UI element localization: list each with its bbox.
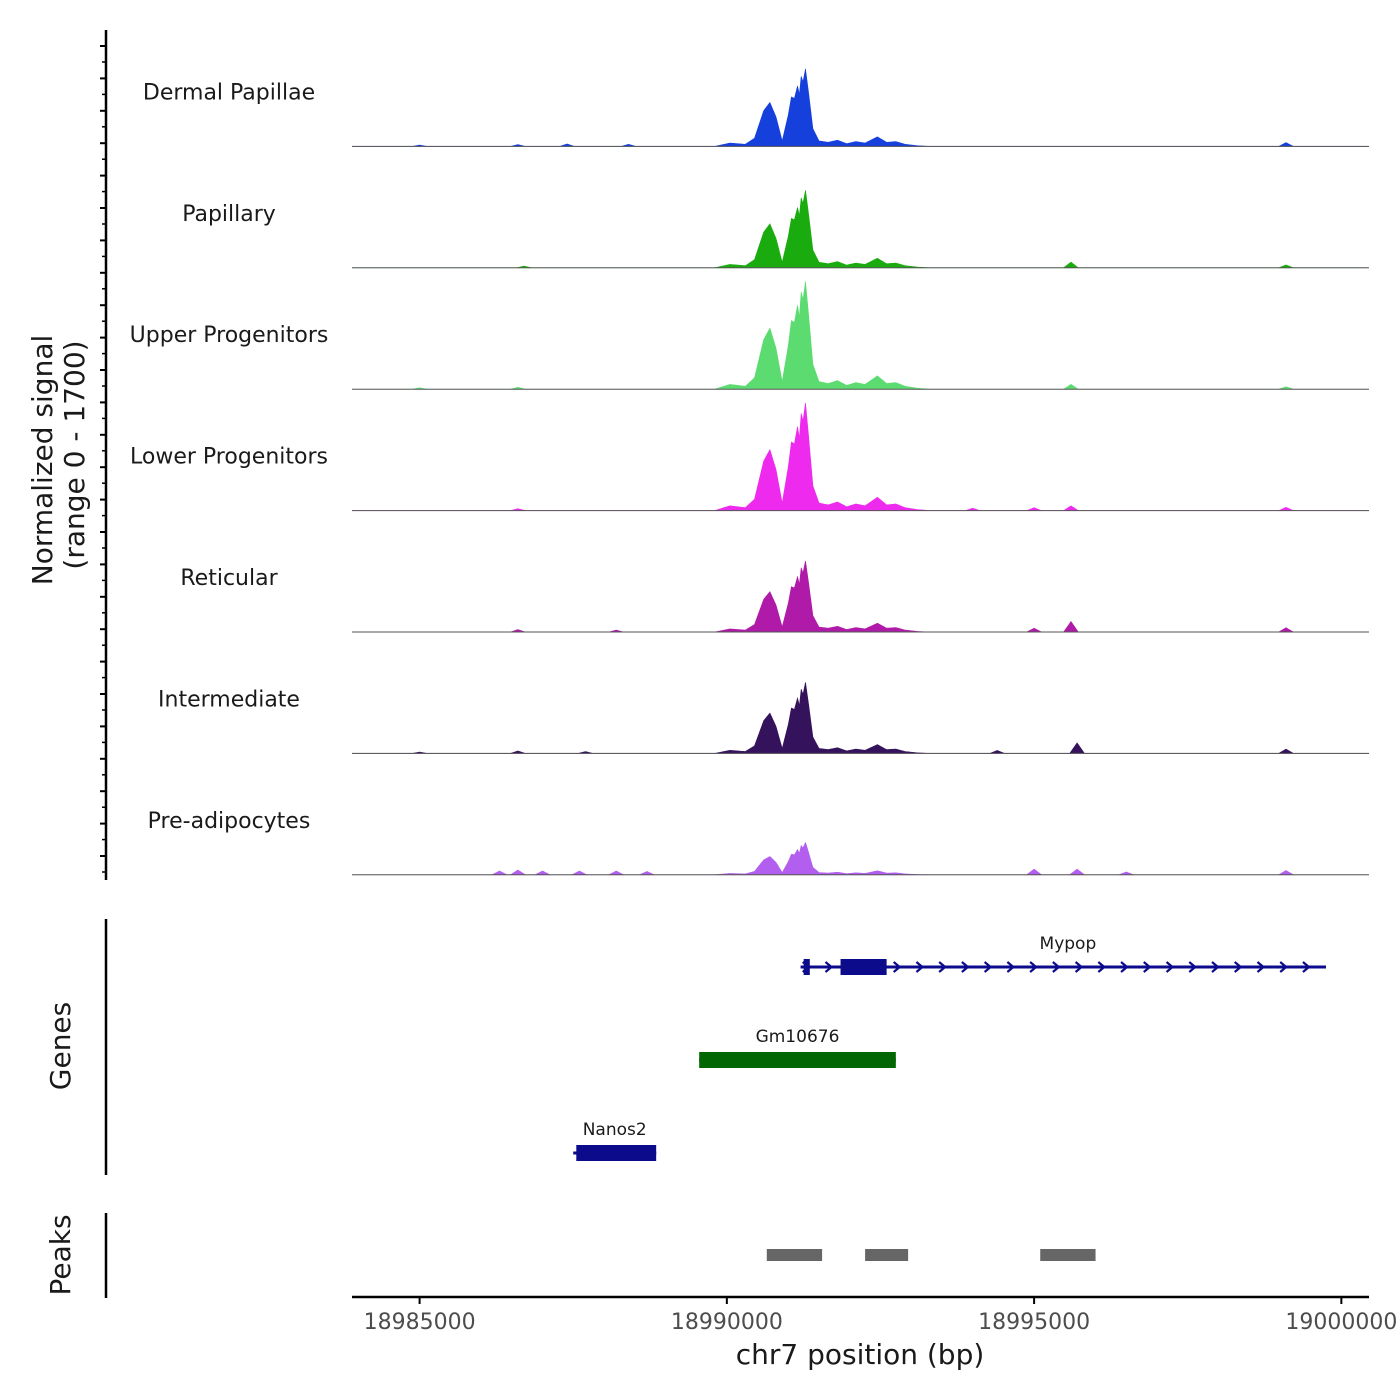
strand-arrow bbox=[1256, 961, 1266, 973]
strand-arrow bbox=[1302, 961, 1311, 973]
gene-label: Gm10676 bbox=[756, 1027, 840, 1047]
gene-label: Nanos2 bbox=[583, 1120, 647, 1140]
track-papillary: Papillary bbox=[182, 190, 1369, 269]
x-axis-ticks: 18985000 18990000 18995000 19000000 bbox=[364, 1297, 1397, 1335]
strand-arrow bbox=[1006, 961, 1016, 973]
gene-annotations: Mypop Gm10676 Nanos2 bbox=[573, 934, 1326, 1161]
track-label: Reticular bbox=[180, 566, 278, 591]
y-axis-range: (range 0 - 1700) bbox=[58, 340, 91, 569]
strand-arrow bbox=[1279, 961, 1288, 973]
gene-gm10676: Gm10676 bbox=[699, 1027, 896, 1068]
strand-arrow bbox=[1120, 961, 1129, 973]
track-reticular: Reticular bbox=[180, 560, 1369, 633]
x-tick-label: 18985000 bbox=[364, 1310, 476, 1335]
strand-arrow bbox=[1097, 961, 1107, 973]
strand-arrow bbox=[1029, 961, 1038, 973]
track-dermal-papillae: Dermal Papillae bbox=[143, 68, 1369, 147]
strand-arrow bbox=[961, 961, 970, 973]
y-axis-title: Normalized signal bbox=[26, 335, 59, 586]
track-pre-adipocytes: Pre-adipocytes bbox=[148, 809, 1369, 876]
track-signal-area bbox=[352, 402, 1369, 511]
track-signal-area bbox=[352, 190, 1369, 269]
track-signal-area bbox=[352, 281, 1369, 390]
strand-arrow bbox=[892, 961, 902, 973]
gene-exon bbox=[699, 1052, 896, 1068]
track-intermediate: Intermediate bbox=[158, 682, 1369, 754]
track-lower-progenitors: Lower Progenitors bbox=[130, 402, 1369, 512]
gene-exon bbox=[803, 959, 810, 975]
strand-arrow bbox=[1234, 961, 1243, 973]
track-signal-area bbox=[352, 682, 1369, 754]
track-label: Upper Progenitors bbox=[130, 323, 329, 348]
peak-regions bbox=[766, 1249, 1096, 1261]
x-axis-title: chr7 position (bp) bbox=[736, 1338, 985, 1371]
strand-arrow bbox=[938, 961, 947, 973]
x-tick-label: 18995000 bbox=[978, 1310, 1090, 1335]
gene-label: Mypop bbox=[1040, 934, 1097, 954]
peak-region bbox=[1040, 1249, 1096, 1261]
track-signal-area bbox=[352, 841, 1369, 876]
strand-arrow bbox=[1211, 961, 1220, 973]
track-label: Dermal Papillae bbox=[143, 80, 315, 105]
genes-panel-title: Genes bbox=[44, 1002, 77, 1090]
track-label: Intermediate bbox=[158, 687, 300, 712]
x-tick-label: 18990000 bbox=[671, 1310, 783, 1335]
track-label: Lower Progenitors bbox=[130, 445, 328, 470]
track-label: Pre-adipocytes bbox=[148, 809, 311, 834]
peak-region bbox=[865, 1249, 909, 1261]
track-upper-progenitors: Upper Progenitors bbox=[130, 281, 1369, 390]
strand-arrow bbox=[983, 961, 993, 973]
strand-arrow bbox=[1052, 961, 1061, 973]
gene-exon bbox=[576, 1145, 657, 1161]
gene-exon bbox=[840, 959, 887, 975]
peak-region bbox=[766, 1249, 823, 1261]
gene-mypop: Mypop bbox=[800, 934, 1326, 975]
track-label: Papillary bbox=[182, 202, 276, 227]
x-tick-label: 19000000 bbox=[1285, 1310, 1397, 1335]
track-signal-area bbox=[352, 68, 1369, 147]
strand-arrow bbox=[1188, 961, 1197, 973]
track-signal-area bbox=[352, 560, 1369, 633]
strand-arrow bbox=[824, 961, 834, 973]
strand-arrow bbox=[1074, 961, 1084, 973]
peaks-panel-title: Peaks bbox=[44, 1214, 77, 1295]
strand-arrow bbox=[915, 961, 925, 973]
strand-arrow bbox=[1143, 961, 1152, 973]
gene-nanos2: Nanos2 bbox=[573, 1120, 657, 1161]
coverage-tracks: Dermal Papillae Papillary Upper Progenitor… bbox=[130, 68, 1369, 876]
strand-arrow bbox=[1165, 961, 1175, 973]
